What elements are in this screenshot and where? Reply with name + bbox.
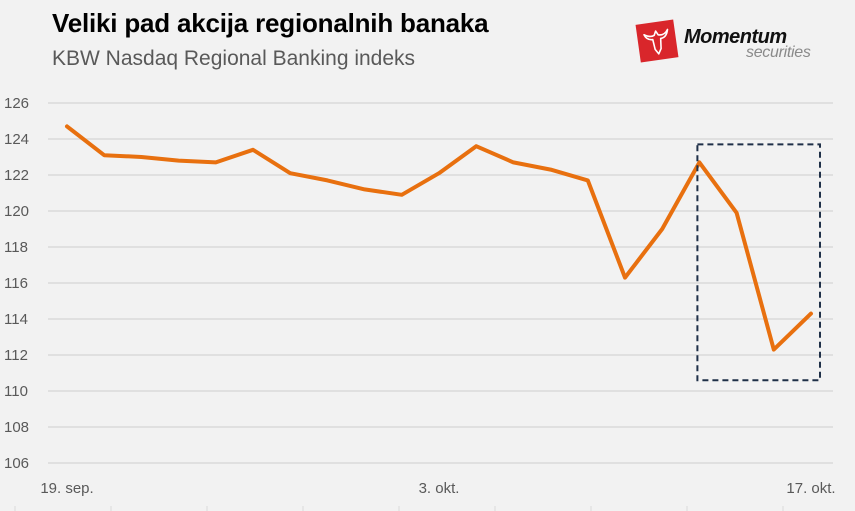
momentum-securities-logo: Momentum securities bbox=[635, 18, 838, 66]
logo-sub: securities bbox=[746, 44, 811, 61]
logo-name: Momentum bbox=[684, 26, 787, 48]
x-axis: 19. sep. 3. okt. 17. okt. bbox=[14, 480, 836, 511]
y-tick-label: 116 bbox=[4, 275, 28, 292]
y-tick-label: 122 bbox=[4, 167, 29, 184]
y-tick-label: 110 bbox=[4, 383, 28, 400]
gridlines bbox=[48, 102, 833, 464]
x-tick-label: 17. okt. bbox=[786, 480, 835, 497]
bull-head-icon bbox=[635, 19, 679, 63]
y-tick-label: 126 bbox=[4, 95, 29, 112]
y-tick-label: 106 bbox=[4, 455, 29, 472]
x-tick-label: 19. sep. bbox=[40, 480, 93, 497]
y-tick-label: 124 bbox=[4, 131, 29, 148]
chart-title: Veliki pad akcija regionalnih banaka bbox=[52, 8, 489, 38]
y-tick-label: 114 bbox=[4, 311, 28, 328]
highlight-box bbox=[696, 143, 822, 382]
y-tick-label: 112 bbox=[4, 347, 28, 364]
chart-subtitle: KBW Nasdaq Regional Banking indeks bbox=[52, 47, 416, 70]
x-tick-label: 3. okt. bbox=[419, 480, 460, 497]
y-axis: 106 108 110 112 114 116 118 120 122 124 126 bbox=[4, 95, 29, 472]
y-tick-label: 120 bbox=[4, 203, 29, 220]
series-line bbox=[65, 124, 813, 352]
y-tick-label: 118 bbox=[4, 239, 28, 256]
y-tick-label: 108 bbox=[4, 419, 29, 436]
